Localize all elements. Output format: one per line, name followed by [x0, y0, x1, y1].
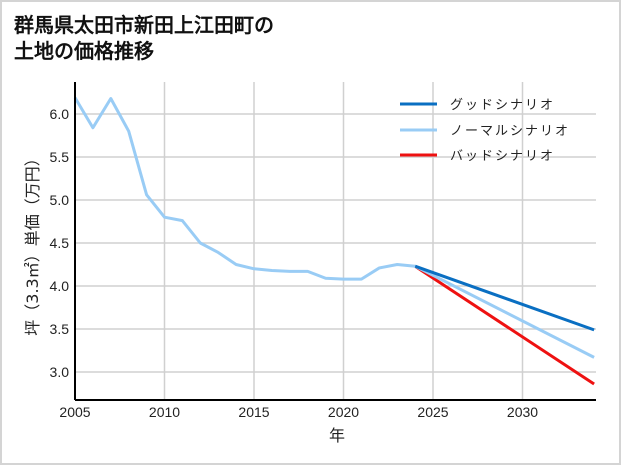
history-line [73, 96, 416, 281]
y-tick-label: 3.0 [50, 364, 70, 380]
bad-scenario-line [414, 264, 595, 386]
legend-label: ノーマルシナリオ [450, 124, 570, 139]
y-tick-label: 4.5 [50, 235, 70, 251]
normal-scenario-line [414, 264, 595, 359]
y-tick-label: 4.0 [50, 278, 70, 294]
chart-title: 群馬県太田市新田上江田町の 土地の価格推移 [14, 12, 274, 64]
x-tick-label: 2030 [507, 404, 538, 420]
legend-label: バッドシナリオ [450, 149, 555, 164]
y-axis-label: 坪（3.3㎡）単価（万円） [23, 150, 42, 335]
x-tick-label: 2025 [417, 404, 448, 420]
good-scenario-line [414, 264, 595, 332]
title-line-2: 土地の価格推移 [14, 39, 154, 63]
x-tick-label: 2015 [238, 404, 269, 420]
y-tick-label: 5.0 [50, 192, 70, 208]
title-line-1: 群馬県太田市新田上江田町の [14, 13, 274, 37]
x-axis-label: 年 [329, 426, 345, 445]
y-tick-label: 6.0 [50, 106, 70, 122]
legend-label: グッドシナリオ [450, 98, 555, 113]
x-tick-label: 2020 [328, 404, 359, 420]
y-tick-label: 5.5 [50, 149, 70, 165]
x-tick-label: 2010 [149, 404, 180, 420]
y-tick-label: 3.5 [50, 321, 70, 337]
x-tick-label: 2005 [59, 404, 90, 420]
